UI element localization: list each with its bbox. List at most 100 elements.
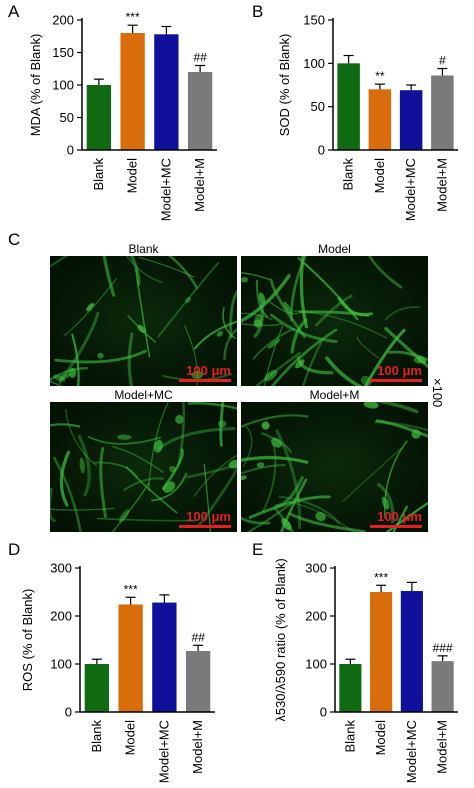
scale-bar xyxy=(370,525,422,528)
x-tick-label: Model+M xyxy=(192,158,207,212)
x-tick-label: Model xyxy=(372,158,387,194)
cell-fiber xyxy=(301,341,323,386)
micrograph-blank: 100 μm xyxy=(50,256,237,386)
cell-fiber xyxy=(50,423,81,428)
y-tick-label: 100 xyxy=(303,56,325,71)
cell-fiber xyxy=(242,425,253,467)
significance-label: ## xyxy=(193,51,207,65)
cell-fiber xyxy=(270,328,338,386)
cell-body xyxy=(253,319,263,328)
cell-body xyxy=(264,369,278,382)
x-tick-label: Blank xyxy=(91,158,106,191)
cell-body xyxy=(79,457,85,474)
cell-fiber xyxy=(325,356,363,386)
cell-fiber xyxy=(193,320,237,350)
scale-bar xyxy=(370,379,422,382)
y-axis-label: SOD (% of Blank) xyxy=(277,34,292,137)
significance-label: *** xyxy=(124,582,138,596)
bar-model-m xyxy=(431,75,454,150)
cell-fiber xyxy=(372,402,419,414)
cell-fiber xyxy=(126,256,163,284)
cell-fiber xyxy=(296,356,334,375)
significance-label: # xyxy=(439,54,446,68)
x-tick-label: Blank xyxy=(341,158,356,191)
cell-fiber xyxy=(278,495,341,525)
cell-fiber xyxy=(385,501,428,532)
cell-image xyxy=(241,256,428,386)
x-tick-label: Model+MC xyxy=(403,158,418,221)
bar-model-mc xyxy=(154,34,179,150)
scale-bar xyxy=(179,525,231,528)
cell-fiber xyxy=(102,256,116,297)
cell-image xyxy=(50,256,237,386)
cell-fiber xyxy=(157,262,220,338)
cell-fiber xyxy=(270,313,338,343)
cell-fiber xyxy=(184,325,199,386)
cell-fiber xyxy=(255,279,269,318)
cell-fiber xyxy=(138,256,195,278)
cell-body xyxy=(241,276,248,283)
micrograph-title-model: Model xyxy=(318,242,351,256)
cell-body xyxy=(191,370,203,379)
cell-fiber xyxy=(59,450,71,507)
scale-bar xyxy=(179,379,231,382)
magnification-label: ×100 xyxy=(430,378,445,408)
significance-label: *** xyxy=(374,570,388,584)
cell-fiber xyxy=(241,516,271,525)
cell-fiber xyxy=(241,323,283,327)
cell-fiber xyxy=(127,332,134,386)
cell-fiber xyxy=(151,472,188,502)
cell-fiber xyxy=(273,506,295,532)
cell-fiber xyxy=(123,477,165,491)
x-tick-label: Blank xyxy=(342,720,357,753)
cell-fiber xyxy=(229,289,237,339)
cell-body xyxy=(118,509,130,523)
cell-body xyxy=(254,314,263,327)
cell-fiber xyxy=(158,427,236,450)
cell-fiber xyxy=(368,256,403,289)
y-tick-label: 50 xyxy=(311,99,325,114)
cell-fiber xyxy=(293,310,388,339)
x-tick-label: Model xyxy=(373,720,388,756)
cell-body xyxy=(168,465,177,473)
bar-blank xyxy=(84,664,110,712)
cell-body xyxy=(241,475,247,481)
y-tick-label: 200 xyxy=(305,609,327,624)
y-axis-label: MDA (% of Blank) xyxy=(28,34,43,137)
x-tick-label: Blank xyxy=(89,720,104,753)
cell-fiber xyxy=(290,318,308,354)
x-tick-label: Model+M xyxy=(190,720,205,774)
cell-body xyxy=(68,367,76,378)
cell-fiber xyxy=(167,256,199,290)
cell-body xyxy=(281,518,292,531)
cell-fiber xyxy=(125,466,178,514)
cell-body xyxy=(216,331,223,337)
cell-fiber xyxy=(342,447,402,502)
cell-body xyxy=(86,303,95,312)
cell-body xyxy=(97,352,104,359)
x-tick-label: Model+M xyxy=(435,720,450,774)
bar-model-m xyxy=(187,72,213,150)
significance-label: ### xyxy=(433,641,453,655)
bar-model xyxy=(370,592,393,712)
y-tick-label: 0 xyxy=(65,705,72,720)
y-tick-label: 150 xyxy=(303,13,325,28)
micrograph-model: 100 μm xyxy=(241,256,428,386)
bar-model-m xyxy=(185,651,211,712)
cell-fiber xyxy=(50,380,64,386)
cell-fiber xyxy=(363,328,406,386)
cell-image xyxy=(241,402,428,532)
cell-fiber xyxy=(96,517,196,522)
cell-fiber xyxy=(187,402,237,410)
cell-body xyxy=(153,439,163,453)
cell-fiber xyxy=(54,349,147,364)
cell-body xyxy=(271,437,283,448)
cell-fiber xyxy=(376,482,395,524)
cell-fiber xyxy=(314,294,353,327)
cell-fiber xyxy=(50,366,88,382)
bar-model-mc xyxy=(400,591,423,712)
bar-model-mc xyxy=(152,602,177,712)
cell-fiber xyxy=(185,463,237,479)
cell-body xyxy=(261,421,270,430)
y-tick-label: 100 xyxy=(50,657,72,672)
